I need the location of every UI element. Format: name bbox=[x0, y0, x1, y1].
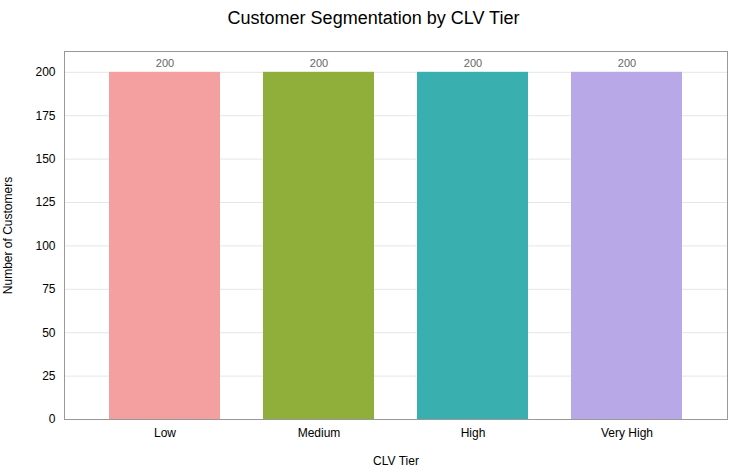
svg-text:150: 150 bbox=[35, 152, 55, 166]
svg-text:High: High bbox=[461, 426, 486, 440]
svg-text:75: 75 bbox=[42, 282, 56, 296]
svg-text:200: 200 bbox=[618, 57, 636, 69]
svg-text:0: 0 bbox=[49, 412, 56, 426]
svg-text:175: 175 bbox=[35, 109, 55, 123]
html-text:Customer Segmentation by CLV T: Customer Segmentation by CLV Tier bbox=[227, 8, 520, 28]
svg-text:100: 100 bbox=[35, 239, 55, 253]
svg-text:50: 50 bbox=[42, 326, 56, 340]
svg-text:Number of Customers: Number of Customers bbox=[1, 177, 15, 294]
svg-text:200: 200 bbox=[464, 57, 482, 69]
svg-text:200: 200 bbox=[156, 57, 174, 69]
svg-text:125: 125 bbox=[35, 195, 55, 209]
svg-text:200: 200 bbox=[35, 65, 55, 79]
svg-text:25: 25 bbox=[42, 369, 56, 383]
svg-text:Low: Low bbox=[154, 426, 176, 440]
svg-text:CLV Tier: CLV Tier bbox=[373, 454, 419, 468]
svg-text:200: 200 bbox=[310, 57, 328, 69]
svg-text:Very High: Very High bbox=[601, 426, 653, 440]
svg-text:Medium: Medium bbox=[298, 426, 341, 440]
